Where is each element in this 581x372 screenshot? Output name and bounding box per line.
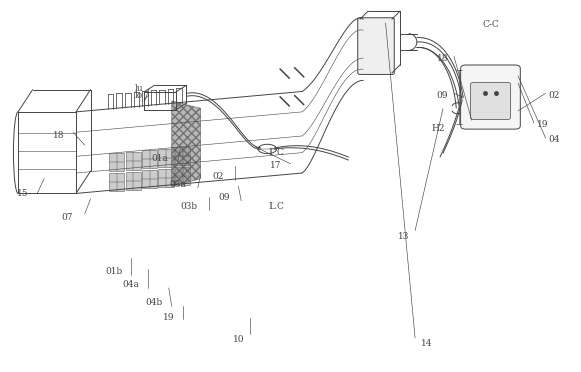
Text: 01a: 01a: [152, 154, 168, 163]
Text: 19: 19: [537, 121, 548, 129]
Text: C: C: [277, 148, 284, 157]
Text: 03a: 03a: [169, 180, 186, 189]
Text: 19: 19: [163, 313, 174, 322]
Bar: [109, 173, 124, 191]
Text: C-C: C-C: [482, 20, 499, 29]
Text: 17: 17: [270, 161, 282, 170]
Text: 13: 13: [398, 231, 409, 241]
Text: 10: 10: [232, 335, 244, 344]
Bar: [125, 152, 141, 170]
Text: 04: 04: [548, 135, 560, 144]
Text: 18: 18: [436, 54, 448, 62]
Bar: [175, 147, 190, 165]
Text: lu: lu: [134, 84, 143, 93]
Text: 09: 09: [436, 91, 448, 100]
Bar: [125, 172, 141, 190]
Text: 04a: 04a: [123, 280, 139, 289]
Text: H2: H2: [432, 124, 445, 133]
Text: 04b: 04b: [146, 298, 163, 307]
Bar: [159, 149, 174, 167]
FancyBboxPatch shape: [461, 65, 521, 129]
Text: 03b: 03b: [181, 202, 198, 211]
Bar: [142, 150, 157, 168]
Text: C: C: [277, 202, 284, 211]
Text: 02: 02: [548, 91, 560, 100]
Text: lo: lo: [135, 91, 143, 100]
Text: 09: 09: [218, 193, 229, 202]
Bar: [142, 170, 157, 188]
Bar: [175, 167, 190, 185]
FancyBboxPatch shape: [358, 18, 394, 74]
FancyBboxPatch shape: [471, 83, 511, 119]
Text: 14: 14: [421, 339, 432, 348]
Text: 15: 15: [17, 189, 28, 198]
Text: 18: 18: [53, 131, 64, 141]
Bar: [159, 169, 174, 187]
Bar: [109, 153, 124, 171]
Text: 07: 07: [62, 213, 73, 222]
Text: 02: 02: [213, 172, 224, 181]
Text: L: L: [268, 202, 275, 211]
Text: Γ: Γ: [268, 148, 275, 157]
Polygon shape: [171, 101, 200, 186]
Text: 01b: 01b: [105, 267, 123, 276]
